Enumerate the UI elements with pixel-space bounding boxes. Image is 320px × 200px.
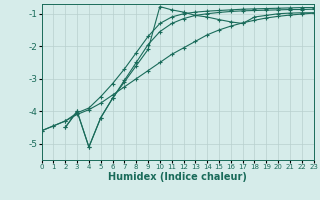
X-axis label: Humidex (Indice chaleur): Humidex (Indice chaleur) bbox=[108, 172, 247, 182]
